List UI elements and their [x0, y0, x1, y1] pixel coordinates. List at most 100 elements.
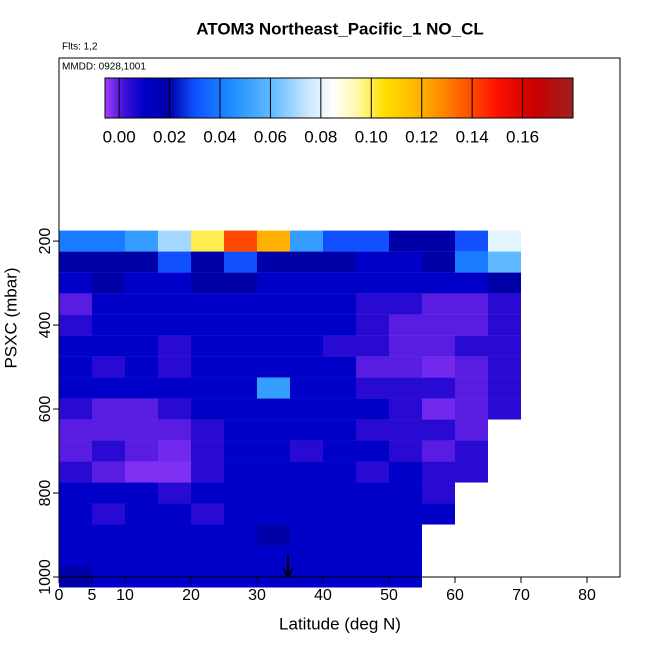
- heat-cell: [125, 461, 158, 483]
- heat-cell: [125, 314, 158, 336]
- heat-cell: [125, 419, 158, 441]
- heat-cell: [257, 398, 290, 420]
- heat-cell: [257, 314, 290, 336]
- colorbar-tick-label: 0.00: [103, 127, 136, 146]
- heat-cell: [125, 272, 158, 294]
- colorbar-tick-label: 0.12: [405, 127, 438, 146]
- heat-cell: [59, 461, 92, 483]
- heat-cell: [224, 314, 257, 336]
- heat-cell: [158, 251, 191, 273]
- heat-cell: [191, 356, 224, 378]
- heat-cell: [158, 335, 191, 357]
- heat-cell: [356, 482, 389, 504]
- heat-cell: [422, 503, 455, 525]
- heat-cell: [290, 272, 323, 294]
- heat-cell: [422, 272, 455, 294]
- heat-cell: [92, 293, 125, 315]
- heat-cell: [290, 356, 323, 378]
- heat-cell: [92, 377, 125, 399]
- y-tick-label: 600: [37, 396, 54, 423]
- heat-cell: [224, 272, 257, 294]
- heat-cell: [455, 335, 488, 357]
- heat-cell: [455, 377, 488, 399]
- x-tick-label: 70: [512, 587, 530, 604]
- heat-cell: [356, 461, 389, 483]
- heat-cell: [257, 251, 290, 273]
- heat-cell: [59, 440, 92, 462]
- heat-cell: [125, 503, 158, 525]
- heat-cell: [323, 251, 356, 273]
- heat-cell: [389, 377, 422, 399]
- heat-cell: [59, 251, 92, 273]
- heat-cell: [59, 398, 92, 420]
- heat-cell: [422, 251, 455, 273]
- heat-cell: [389, 503, 422, 525]
- heat-cell: [191, 272, 224, 294]
- heat-cell: [356, 293, 389, 315]
- heat-cell: [290, 314, 323, 336]
- heat-cell: [422, 377, 455, 399]
- colorbar-tick-label: 0.16: [506, 127, 539, 146]
- heat-cell: [224, 377, 257, 399]
- heat-cell: [323, 377, 356, 399]
- heat-cell: [389, 335, 422, 357]
- x-tick-label: 60: [446, 587, 464, 604]
- heat-cell: [422, 335, 455, 357]
- heat-cell: [356, 398, 389, 420]
- heat-cell: [290, 377, 323, 399]
- heat-cell: [59, 524, 92, 546]
- colorbar-tick-label: 0.14: [456, 127, 489, 146]
- x-tick-label: 20: [182, 587, 200, 604]
- heat-cell: [323, 545, 356, 567]
- heat-cell: [257, 272, 290, 294]
- heat-cell: [92, 419, 125, 441]
- heat-cell: [92, 356, 125, 378]
- heat-cell: [290, 230, 323, 252]
- heat-cell: [125, 545, 158, 567]
- heat-cell: [125, 356, 158, 378]
- heat-cell: [356, 356, 389, 378]
- heat-cell: [290, 419, 323, 441]
- heat-cell: [257, 293, 290, 315]
- heat-cell: [323, 230, 356, 252]
- heat-cell: [257, 524, 290, 546]
- heat-cell: [224, 440, 257, 462]
- heat-cell: [257, 503, 290, 525]
- x-tick-label: 40: [314, 587, 332, 604]
- heat-cell: [356, 377, 389, 399]
- y-tick-label: 400: [37, 312, 54, 339]
- heat-cell: [158, 503, 191, 525]
- heat-cell: [257, 356, 290, 378]
- heat-cell: [224, 524, 257, 546]
- heat-cell: [224, 503, 257, 525]
- heat-cell: [356, 272, 389, 294]
- heat-cell: [488, 314, 521, 336]
- heat-cell: [389, 440, 422, 462]
- annotation: Flts: 1,2: [62, 42, 98, 53]
- heat-cell: [59, 503, 92, 525]
- heat-cell: [422, 356, 455, 378]
- heat-cell: [356, 230, 389, 252]
- heat-cell: [455, 461, 488, 483]
- heat-cell: [59, 545, 92, 567]
- heat-cell: [224, 419, 257, 441]
- heat-cell: [224, 482, 257, 504]
- x-tick-label: 5: [88, 587, 97, 604]
- heat-cell: [59, 272, 92, 294]
- heat-cell: [257, 440, 290, 462]
- x-tick-label: 50: [380, 587, 398, 604]
- x-axis-label: Latitude (deg N): [279, 614, 401, 633]
- heat-cell: [323, 335, 356, 357]
- heat-cell: [257, 335, 290, 357]
- heat-cell: [59, 482, 92, 504]
- heat-cell: [92, 524, 125, 546]
- heat-cell: [488, 335, 521, 357]
- heat-cell: [455, 398, 488, 420]
- plot-frame: [58, 57, 621, 578]
- heat-cell: [323, 293, 356, 315]
- heat-cell: [389, 419, 422, 441]
- heat-cell: [224, 293, 257, 315]
- heat-cell: [125, 335, 158, 357]
- heat-cell: [356, 503, 389, 525]
- heat-cell: [455, 293, 488, 315]
